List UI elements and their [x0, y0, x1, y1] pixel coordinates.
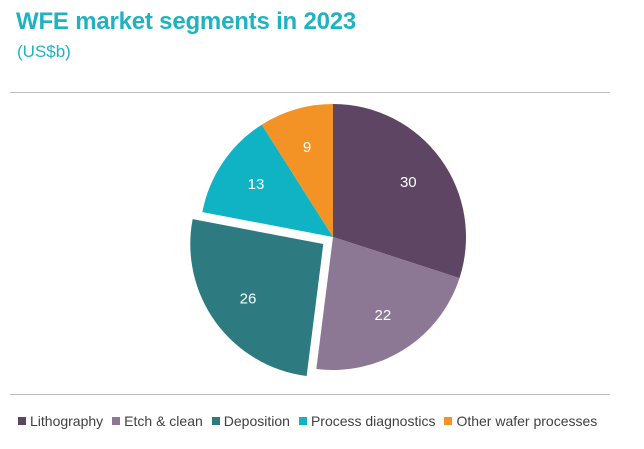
legend-item-lithography: Lithography [18, 413, 103, 429]
pie-chart: 30 22 26 13 9 [190, 104, 466, 377]
legend-item-process-diagnostics: Process diagnostics [298, 413, 436, 429]
legend-swatch [18, 417, 26, 425]
data-label-process-diagnostics: 13 [248, 176, 265, 193]
bottom-divider [10, 394, 610, 395]
pie-slice-process-diagnostics [202, 124, 333, 237]
data-label-deposition: 26 [240, 290, 257, 307]
pie-slice-lithography [333, 104, 466, 279]
legend-item-deposition: Deposition [211, 413, 290, 429]
legend-item-other-wafer-processes: Other wafer processes [444, 413, 597, 429]
data-label-lithography: 30 [400, 174, 417, 191]
data-label-etch-clean: 22 [375, 307, 392, 324]
legend-item-etch-clean: Etch & clean [112, 413, 203, 429]
legend-label: Lithography [30, 413, 104, 429]
legend-label: Process diagnostics [310, 413, 436, 429]
chart-legend: Lithography Etch & clean Deposition Process… [18, 413, 597, 429]
legend-swatch [112, 417, 121, 425]
data-label-other-wafer-processes: 9 [303, 139, 311, 156]
legend-label: Deposition [223, 413, 290, 429]
legend-label: Etch & clean [124, 413, 203, 429]
legend-label: Other wafer processes [456, 413, 598, 429]
chart-subtitle: (US$b) [17, 42, 71, 61]
pie-slice-other-wafer-processes [261, 104, 333, 237]
legend-swatch [298, 417, 307, 425]
pie-slice-etch-clean [316, 237, 460, 370]
pie-slice-deposition [190, 219, 324, 377]
legend-swatch [211, 417, 220, 425]
chart-title: WFE market segments in 2023 [16, 8, 357, 35]
legend-swatch [444, 417, 453, 425]
top-divider [10, 92, 610, 93]
